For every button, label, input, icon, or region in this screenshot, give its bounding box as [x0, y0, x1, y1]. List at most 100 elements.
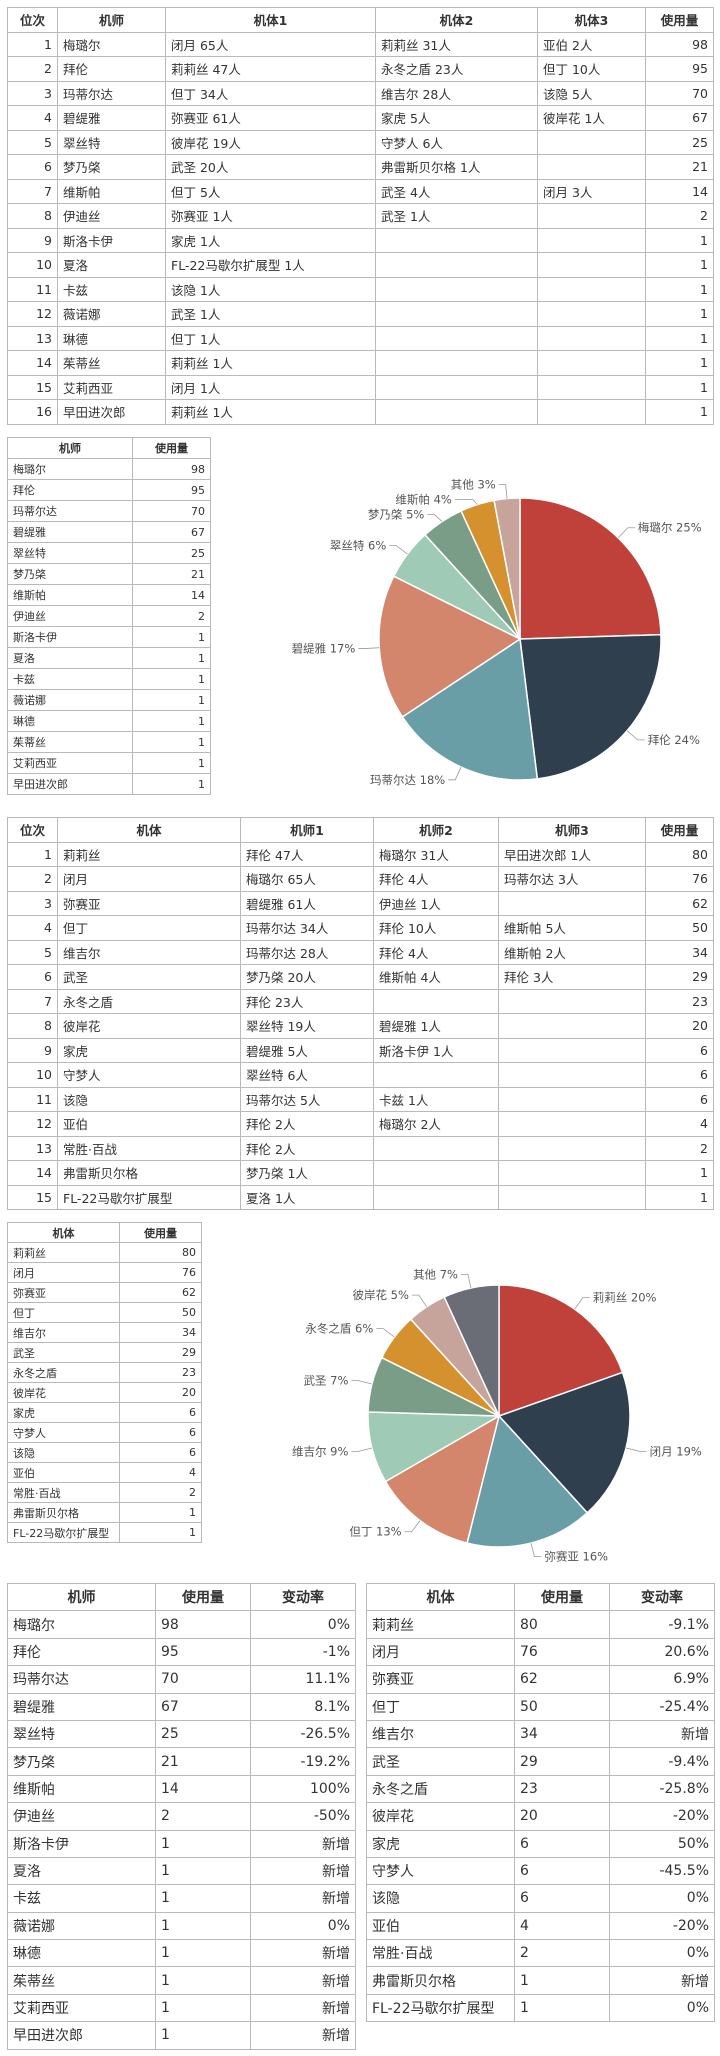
column-header: 使用量 — [155, 1582, 251, 1612]
table-cell: 梅璐尔 — [57, 31, 166, 57]
table-cell: 薇诺娜 — [7, 689, 133, 711]
header-row: 位次 机体 机师1 机师2 机师3 使用量 — [7, 817, 714, 843]
table-row: 莉莉丝 80 -9.1% — [366, 1610, 715, 1639]
table-cell: 67 — [132, 521, 211, 543]
mech-table: 位次 机体 机师1 机师2 机师3 使用量 1 莉莉丝 拜伦 47人 梅璐尔 31人 早田进次郎 1… — [7, 817, 714, 1210]
table-cell: 14 — [155, 1774, 251, 1804]
table-row: 早田进次郎 1 新增 — [7, 2021, 356, 2050]
slice-category: 彼岸花 — [353, 1288, 388, 1302]
table-row: 琳德 1 新增 — [7, 1939, 356, 1968]
mech-usage-table: 机体 使用量 莉莉丝 80 闭月 76 弥赛亚 62 但丁 50 维吉尔 34 武圣 29 永冬之盾 23 彼岸… — [7, 1222, 202, 1543]
table-cell: 0% — [609, 1993, 715, 2023]
table-cell: 新增 — [250, 1829, 356, 1858]
table-cell: 但丁 1人 — [165, 325, 376, 351]
table-cell: 23 — [514, 1774, 610, 1804]
table-body: 1 梅璐尔 闭月 65人 莉莉丝 31人 亚伯 2人 98 2 拜伦 莉莉丝 47人 永冬之盾 2… — [7, 31, 714, 425]
table-row: 13 常胜·百战 拜伦 2人 2 — [7, 1135, 714, 1161]
table-cell: 夏洛 — [7, 1856, 156, 1886]
table-cell — [498, 1160, 646, 1186]
table-cell: 闭月 1人 — [165, 374, 376, 400]
table-cell: 永冬之盾 — [7, 1362, 120, 1383]
table-cell: 98 — [155, 1610, 251, 1639]
slice-category: 其他 — [451, 477, 474, 491]
table-cell — [498, 1037, 646, 1063]
table-cell — [537, 227, 646, 253]
table-cell: 但丁 — [57, 915, 241, 941]
table-row: 碧缇雅 67 8.1% — [7, 1692, 356, 1721]
table-row: 卡兹 1 — [7, 668, 211, 690]
header-row: 机师 使用量 — [7, 437, 211, 459]
table-cell: 34 — [645, 939, 714, 965]
table-cell — [375, 252, 538, 278]
table-row: 茱蒂丝 1 — [7, 731, 211, 753]
table-row: 12 亚伯 拜伦 2人 梅璐尔 2人 4 — [7, 1111, 714, 1137]
table-cell: 薇诺娜 — [57, 301, 166, 327]
table-cell: 1 — [514, 1966, 610, 1995]
table-cell: 1 — [514, 1993, 610, 2023]
table-cell: 维吉尔 28人 — [375, 80, 538, 106]
pie-slice — [466, 1414, 589, 1548]
table-cell: 21 — [645, 154, 714, 180]
table-cell: 4 — [514, 1911, 610, 1941]
table-cell: 1 — [155, 1829, 251, 1858]
table-cell: 琳德 — [57, 325, 166, 351]
table-cell: 拜伦 4人 — [373, 866, 499, 892]
table-cell: 翠丝特 6人 — [240, 1062, 374, 1088]
table-cell: 1 — [155, 1856, 251, 1886]
table-cell: 玛蒂尔达 — [7, 1665, 156, 1694]
leader-line — [574, 1297, 590, 1310]
table-cell: 梦乃棨 — [7, 563, 133, 585]
table-cell: 1 — [645, 1184, 714, 1210]
table-cell: 闭月 65人 — [165, 31, 376, 57]
leader-line — [351, 1447, 373, 1452]
table-cell: 早田进次郎 — [57, 399, 166, 425]
table-cell: 莉莉丝 47人 — [165, 56, 376, 82]
table-row: 早田进次郎 1 — [7, 773, 211, 795]
table-cell: 但丁 — [366, 1692, 515, 1721]
table-row: 梅璐尔 98 — [7, 458, 211, 480]
table-cell: 11.1% — [250, 1665, 356, 1694]
table-cell: 25 — [132, 542, 211, 564]
table-cell: 永冬之盾 — [366, 1774, 515, 1804]
leader-line — [389, 545, 408, 555]
table-row: 3 玛蒂尔达 但丁 34人 维吉尔 28人 该隐 5人 70 — [7, 80, 714, 106]
slice-category: 翠丝特 — [330, 538, 365, 552]
table-row: 12 薇诺娜 武圣 1人 1 — [7, 301, 714, 327]
table-row: 梅璐尔 98 0% — [7, 1610, 356, 1639]
table-cell: FL-22马歇尔扩展型 — [366, 1993, 515, 2023]
table-row: 16 早田进次郎 莉莉丝 1人 1 — [7, 399, 714, 425]
table-cell: -45.5% — [609, 1856, 715, 1886]
table-cell: 玛蒂尔达 5人 — [240, 1086, 374, 1112]
table-row: 武圣 29 -9.4% — [366, 1747, 715, 1776]
table-cell: 新增 — [250, 2021, 356, 2050]
table-row: 9 家虎 碧缇雅 5人 斯洛卡伊 1人 6 — [7, 1037, 714, 1063]
table-cell: 莉莉丝 — [57, 841, 241, 867]
table-cell — [498, 1013, 646, 1039]
table-cell: 2 — [119, 1482, 202, 1503]
slice-label: 碧缇雅 17% — [292, 641, 356, 655]
table-cell: 亚伯 — [366, 1911, 515, 1941]
table-cell: 薇诺娜 — [7, 1911, 156, 1941]
table-cell: 拜伦 2人 — [240, 1111, 374, 1137]
column-header: 机师2 — [373, 817, 499, 843]
table-cell: 2 — [132, 605, 211, 627]
table-cell: 碧缇雅 61人 — [240, 890, 374, 916]
slice-value: 16% — [583, 1549, 609, 1563]
table-cell: 斯洛卡伊 1人 — [373, 1037, 499, 1063]
table-cell: 6 — [645, 1086, 714, 1112]
table-cell: 彼岸花 — [57, 1013, 241, 1039]
slice-label: 梅璐尔 25% — [638, 520, 702, 534]
table-row: 玛蒂尔达 70 11.1% — [7, 1665, 356, 1694]
table-cell: 茱蒂丝 — [7, 1966, 156, 1995]
table-cell: 闭月 — [366, 1637, 515, 1667]
table-cell: FL-22马歇尔扩展型 1人 — [165, 252, 376, 278]
table-cell: 80 — [119, 1242, 202, 1263]
table-cell: 闭月 3人 — [537, 178, 646, 204]
table-row: 弗雷斯贝尔格 1 — [7, 1502, 202, 1523]
leader-line — [454, 499, 478, 505]
table-cell: 62 — [119, 1282, 202, 1303]
table-row: FL-22马歇尔扩展型 1 0% — [366, 1993, 715, 2023]
header-row: 机体 使用量 变动率 — [366, 1582, 715, 1612]
table-row: 弗雷斯贝尔格 1 新增 — [366, 1966, 715, 1995]
table-row: 艾莉西亚 1 新增 — [7, 1993, 356, 2023]
